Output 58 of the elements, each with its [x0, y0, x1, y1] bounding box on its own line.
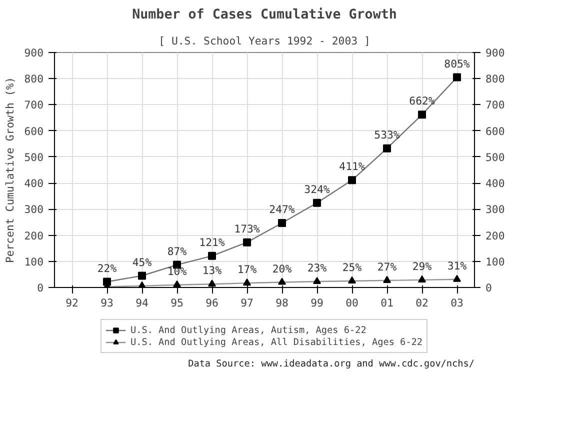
y-tick-label: 700 — [24, 98, 44, 112]
legend-label: U.S. And Outlying Areas, Autism, Ages 6-22 — [130, 324, 366, 336]
y2-tick-label: 600 — [486, 124, 505, 138]
x-tick-label: 99 — [310, 296, 324, 310]
y2-tick-label: 300 — [486, 203, 505, 216]
data-label: 121% — [199, 236, 226, 249]
data-label: 324% — [304, 182, 330, 196]
data-label: 173% — [234, 222, 260, 236]
x-tick-label: 96 — [206, 296, 218, 310]
y-axis-title: Percent Cumulative Growth (%) — [3, 76, 16, 264]
data-label: 247% — [269, 203, 296, 216]
y2-tick-label: 200 — [486, 229, 505, 242]
y-tick-label: 500 — [24, 150, 44, 164]
x-tick-label: 94 — [136, 296, 148, 310]
y2-tick-label: 400 — [486, 177, 505, 190]
y-tick-label: 300 — [24, 203, 44, 216]
data-label: 10% — [167, 264, 188, 278]
y-tick-label: 100 — [24, 255, 44, 268]
data-label: 45% — [132, 256, 152, 269]
y2-tick-label: 100 — [486, 255, 505, 268]
source-note: Data Source: www.ideadata.org and www.cdc.gov/nchs/ — [188, 358, 475, 370]
data-label: 662% — [409, 94, 436, 108]
legend-label: U.S. And Outlying Areas, All Disabilities, Ages 6-22 — [130, 336, 423, 348]
data-label: 805% — [444, 57, 470, 70]
x-tick-label: 00 — [346, 296, 358, 310]
chart-subtitle: [ U.S. School Years 1992 - 2003 ] — [158, 34, 370, 48]
data-label: 17% — [237, 263, 258, 276]
data-label: 29% — [412, 260, 432, 273]
y-tick-label: 900 — [24, 46, 44, 60]
chart-title: Number of Cases Cumulative Growth — [132, 8, 397, 22]
y2-tick-label: 0 — [486, 282, 492, 294]
x-tick-label: 03 — [450, 296, 464, 310]
data-label: 22% — [97, 262, 118, 275]
y-tick-label: 400 — [24, 177, 44, 190]
data-label: 533% — [374, 128, 400, 142]
y2-tick-label: 800 — [486, 72, 505, 86]
y2-tick-label: 700 — [486, 98, 505, 112]
data-label: 27% — [377, 260, 398, 274]
x-tick-label: 01 — [380, 296, 394, 310]
y-tick-label: 200 — [24, 229, 44, 242]
x-tick-label: 93 — [100, 296, 114, 310]
data-label: 31% — [447, 259, 468, 272]
y2-tick-label: 900 — [486, 46, 505, 60]
x-tick-label: 95 — [170, 296, 184, 310]
data-label: 23% — [307, 261, 328, 274]
x-tick-label: 02 — [416, 296, 428, 310]
data-label: 13% — [202, 264, 222, 278]
data-label: 411% — [339, 160, 366, 174]
x-tick-label: 97 — [240, 296, 254, 310]
y-tick-label: 800 — [24, 72, 44, 86]
y-tick-label: 600 — [24, 124, 44, 138]
data-label: 25% — [342, 260, 362, 274]
y-tick-label: 0 — [37, 282, 44, 294]
data-label: 20% — [272, 262, 292, 276]
data-label: 87% — [167, 244, 188, 258]
x-tick-label: 92 — [66, 296, 78, 310]
x-tick-label: 98 — [276, 296, 288, 310]
y2-tick-label: 500 — [486, 150, 505, 164]
